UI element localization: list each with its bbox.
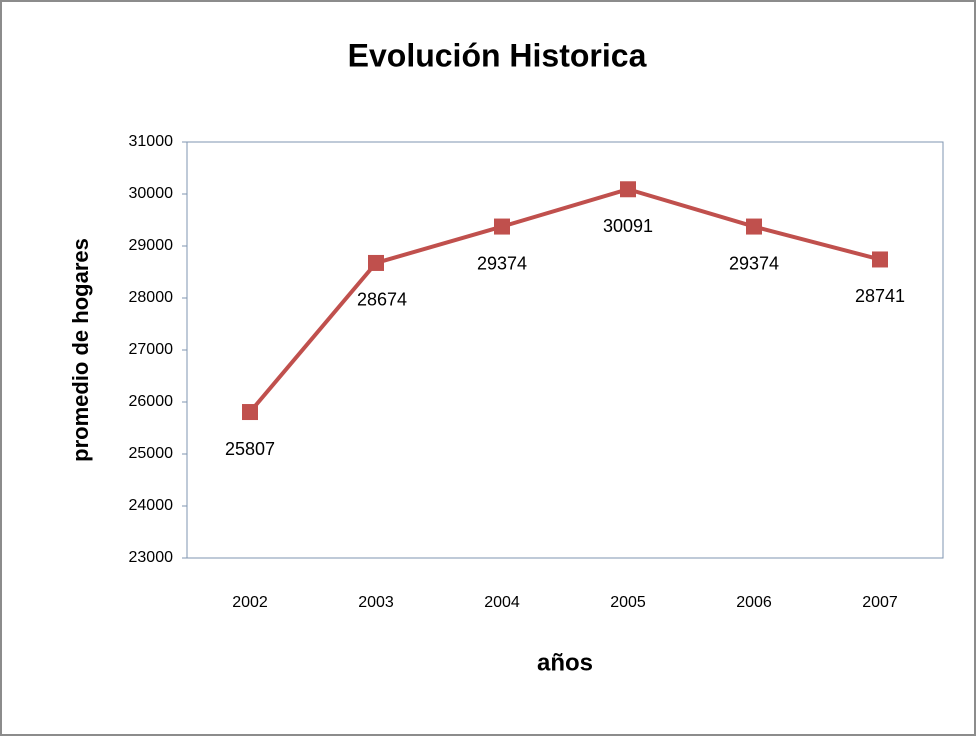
x-tick-label: 2005 [610,594,646,611]
marker [620,181,636,198]
x-tick-label: 2004 [484,594,520,611]
y-tick-label: 23000 [129,549,174,566]
marker [242,404,258,421]
y-tick-label: 27000 [129,341,174,358]
data-label: 28741 [855,286,905,306]
x-tick-label: 2006 [736,594,772,611]
chart-title: Evolución Historica [348,37,647,73]
data-label: 28674 [357,290,407,310]
y-tick-label: 24000 [129,497,174,514]
x-tick-label: 2007 [862,594,898,611]
y-axis-label: promedio de hogares [68,238,93,462]
data-label: 30091 [603,216,653,236]
line [248,187,881,414]
marker [494,218,510,235]
x-tick-label: 2002 [232,594,268,611]
y-tick-label: 25000 [129,445,174,462]
y-tick-label: 26000 [129,393,174,410]
y-tick-label: 28000 [129,289,174,306]
data-label: 29374 [729,253,779,273]
y-tick-label: 29000 [129,237,174,254]
y-tick-label: 30000 [129,185,174,202]
data-label: 25807 [225,439,275,459]
marker [368,254,384,271]
marker [872,251,888,268]
marker [746,218,762,235]
data-label: 29374 [477,253,527,273]
x-tick-label: 2003 [358,594,394,611]
y-tick-label: 31000 [129,133,174,150]
x-axis-label: años [537,649,593,676]
